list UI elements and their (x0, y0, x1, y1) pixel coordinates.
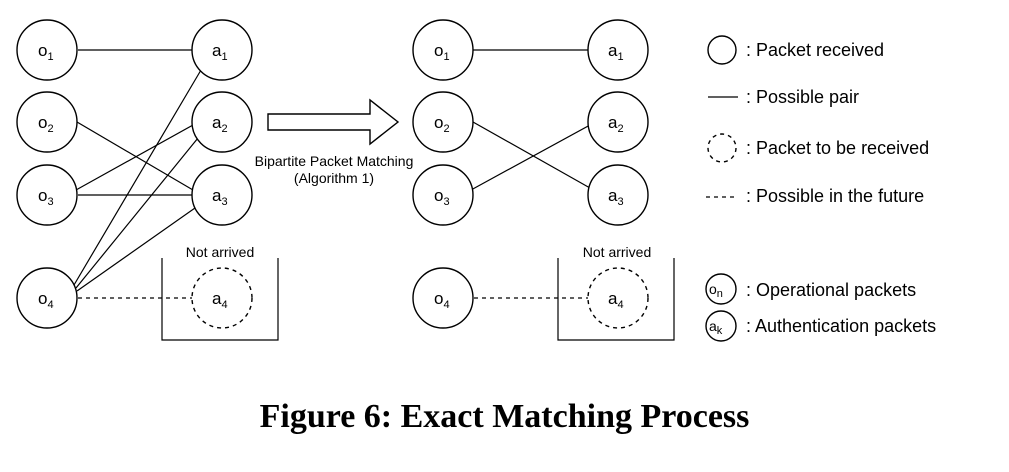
right-node-o4 (412, 267, 474, 329)
right-label-a1: a1 (608, 41, 624, 63)
left-label-o3: o3 (38, 186, 54, 208)
legend-to-be-received-label: : Packet to be received (746, 138, 929, 158)
edge-o4-a3 (76, 207, 196, 292)
right-node-a2 (587, 91, 649, 153)
left-label-a4: a4 (212, 289, 228, 311)
left-label-a3: a3 (212, 186, 228, 208)
right-node-a1 (587, 19, 649, 81)
left-not-arrived-box (161, 258, 279, 341)
figure-caption: Figure 6: Exact Matching Process (259, 398, 750, 435)
left-node-o1 (16, 19, 78, 81)
left-node-o4 (16, 267, 78, 329)
left-node-a2 (191, 91, 253, 153)
legend-pair-label: : Possible pair (746, 87, 859, 107)
left-edges (73, 49, 202, 299)
right-label-a2: a2 (608, 113, 624, 135)
legend-auth-label: : Authentication packets (746, 316, 936, 336)
right-label-a4: a4 (608, 289, 624, 311)
legend-auth-symbol: ak (709, 318, 723, 337)
legend-received-icon (707, 35, 737, 65)
left-node-a4 (191, 267, 253, 329)
legend-auth-icon (705, 310, 737, 342)
right-nodes (412, 19, 649, 329)
arrow-label-line2: (Algorithm 1) (294, 170, 374, 186)
left-node-o3 (16, 164, 78, 226)
edge-o2-a3 (76, 121, 194, 191)
legend-operational-label: : Operational packets (746, 280, 916, 300)
left-label-a1: a1 (212, 41, 228, 63)
legend-to-be-received-icon (707, 133, 737, 163)
right-not-arrived-box (557, 258, 675, 341)
right-label-o2: o2 (434, 113, 450, 135)
edge-o3-a2 (75, 124, 194, 191)
left-node-o2 (16, 91, 78, 153)
right-node-o2 (412, 91, 474, 153)
arrow-label-line1: Bipartite Packet Matching (255, 153, 414, 169)
right-node-a3 (587, 164, 649, 226)
left-node-a3 (191, 164, 253, 226)
right-not-arrived-label: Not arrived (583, 244, 651, 260)
right-label-o4: o4 (434, 289, 450, 311)
left-label-a2: a2 (212, 113, 228, 135)
right-edge-o3-a2 (470, 124, 591, 191)
edge-o4-a1 (73, 69, 202, 286)
left-label-o2: o2 (38, 113, 54, 135)
right-node-a4 (587, 267, 649, 329)
left-label-o4: o4 (38, 289, 54, 311)
matching-diagram: o1 o2 o3 o4 a1 a2 a3 a4 Not arrived Bipa… (16, 19, 936, 342)
right-node-o1 (412, 19, 474, 81)
right-label-o3: o3 (434, 186, 450, 208)
left-not-arrived-label: Not arrived (186, 244, 254, 260)
right-edges (470, 49, 591, 299)
legend-received-label: : Packet received (746, 40, 884, 60)
left-nodes (16, 19, 253, 329)
process-arrow (267, 98, 400, 146)
right-edge-o2-a3 (472, 121, 591, 189)
legend-operational-symbol: on (709, 281, 723, 300)
right-label-o1: o1 (434, 41, 450, 63)
right-label-a3: a3 (608, 186, 624, 208)
legend: : Packet received : Possible pair : Pack… (705, 35, 936, 342)
edge-o4-a2 (75, 137, 199, 289)
left-label-o1: o1 (38, 41, 54, 63)
legend-future-label: : Possible in the future (746, 186, 924, 206)
right-node-o3 (412, 164, 474, 226)
legend-operational-icon (705, 273, 737, 305)
left-node-a1 (191, 19, 253, 81)
